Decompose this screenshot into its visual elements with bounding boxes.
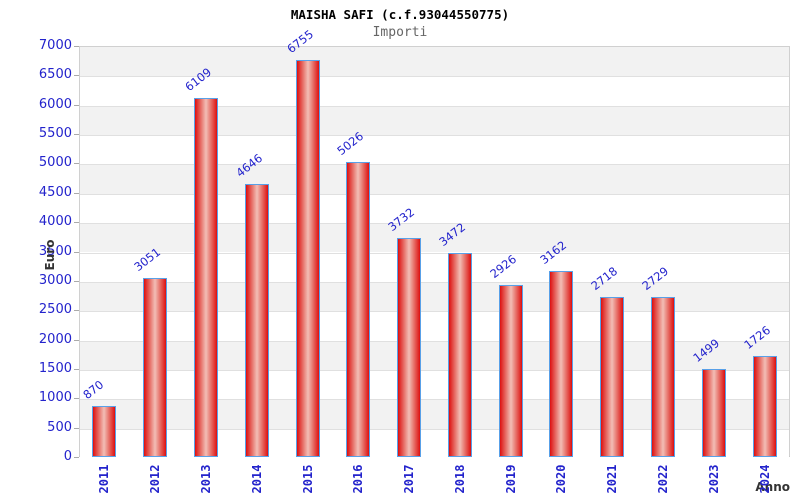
plot-band	[80, 164, 789, 194]
x-axis-title: Anno	[755, 480, 790, 494]
y-tick-label: 1000	[38, 390, 72, 406]
y-tick-mark	[74, 457, 79, 458]
x-tick-label: 2017	[402, 464, 416, 494]
x-tick-label: 2023	[707, 464, 721, 494]
y-tick-label: 7000	[38, 38, 72, 53]
bar-2016	[346, 162, 370, 457]
grid-line	[80, 106, 789, 107]
grid-line	[80, 341, 789, 342]
plot-band	[80, 399, 789, 429]
grid-line	[80, 164, 789, 165]
plot-band	[80, 105, 789, 136]
y-tick-mark	[74, 163, 79, 165]
y-tick-mark	[74, 192, 79, 194]
plot-band	[80, 252, 789, 282]
y-tick-mark	[74, 222, 79, 224]
y-tick-label: 0	[63, 449, 72, 464]
y-tick-mark	[74, 427, 79, 429]
y-tick-mark	[74, 75, 79, 77]
bar-2012	[143, 278, 167, 457]
plot-band	[80, 135, 789, 165]
plot-area	[79, 46, 790, 458]
y-tick-mark	[74, 134, 79, 136]
x-tick-label: 2018	[453, 464, 467, 494]
plot-band	[80, 369, 789, 400]
x-tick-label: 2024	[758, 464, 772, 494]
y-tick-label: 6000	[38, 96, 72, 112]
grid-line	[80, 429, 789, 430]
x-tick-label: 2022	[656, 464, 670, 494]
y-tick-label: 3000	[38, 272, 72, 288]
y-tick-label: 6500	[38, 67, 72, 83]
x-tick-label: 2011	[97, 464, 111, 494]
y-tick-mark	[74, 310, 79, 312]
chart-subtitle: Importi	[372, 25, 428, 40]
plot-band	[80, 428, 789, 458]
grid-line	[80, 399, 789, 400]
grid-line	[80, 135, 789, 136]
chart-title: MAISHA SAFI (c.f.93044550775)	[290, 7, 510, 22]
plot-band	[80, 281, 789, 312]
x-tick-label: 2019	[504, 464, 518, 494]
x-tick-label: 2013	[199, 464, 213, 494]
y-tick-mark	[74, 104, 79, 106]
y-tick-label: 1500	[38, 360, 72, 376]
grid-line	[80, 311, 789, 312]
y-tick-label: 3500	[38, 243, 72, 259]
y-tick-label: 4500	[38, 184, 72, 200]
bar-2018	[448, 253, 472, 457]
bar-2014	[245, 184, 269, 457]
y-tick-mark	[74, 368, 79, 370]
plot-band	[80, 193, 789, 224]
grid-line	[80, 282, 789, 283]
y-tick-label: 5500	[38, 126, 72, 142]
bar-2024	[753, 356, 777, 457]
x-tick-label: 2015	[301, 464, 315, 494]
x-tick-label: 2021	[605, 464, 619, 494]
y-tick-label: 2500	[38, 302, 72, 318]
x-tick-label: 2016	[351, 464, 365, 494]
bar-2021	[600, 297, 624, 457]
grid-line	[80, 76, 789, 77]
bar-2011	[92, 406, 116, 457]
plot-band	[80, 223, 789, 253]
y-tick-label: 500	[47, 419, 72, 435]
plot-band	[80, 311, 789, 341]
bar-2020	[549, 271, 573, 457]
y-tick-mark	[74, 251, 79, 253]
x-tick-label: 2012	[148, 464, 162, 494]
grid-line	[80, 223, 789, 224]
y-tick-mark	[74, 46, 79, 47]
bar-2023	[702, 369, 726, 457]
bar-2013	[194, 98, 218, 457]
x-tick-label: 2014	[250, 464, 264, 494]
y-tick-label: 4000	[38, 214, 72, 230]
grid-line	[80, 253, 789, 254]
y-tick-mark	[74, 398, 79, 400]
bar-2019	[499, 285, 523, 457]
grid-line	[80, 370, 789, 371]
bar-2022	[651, 297, 675, 457]
bar-2015	[296, 60, 320, 457]
y-tick-mark	[74, 280, 79, 282]
y-tick-label: 5000	[38, 155, 72, 171]
plot-band	[80, 47, 789, 77]
y-tick-label: 2000	[38, 331, 72, 347]
grid-line	[80, 194, 789, 195]
bar-2017	[397, 238, 421, 457]
plot-band	[80, 340, 789, 370]
y-axis-title: Euro	[43, 239, 57, 271]
y-tick-mark	[74, 339, 79, 341]
x-tick-label: 2020	[554, 464, 568, 494]
